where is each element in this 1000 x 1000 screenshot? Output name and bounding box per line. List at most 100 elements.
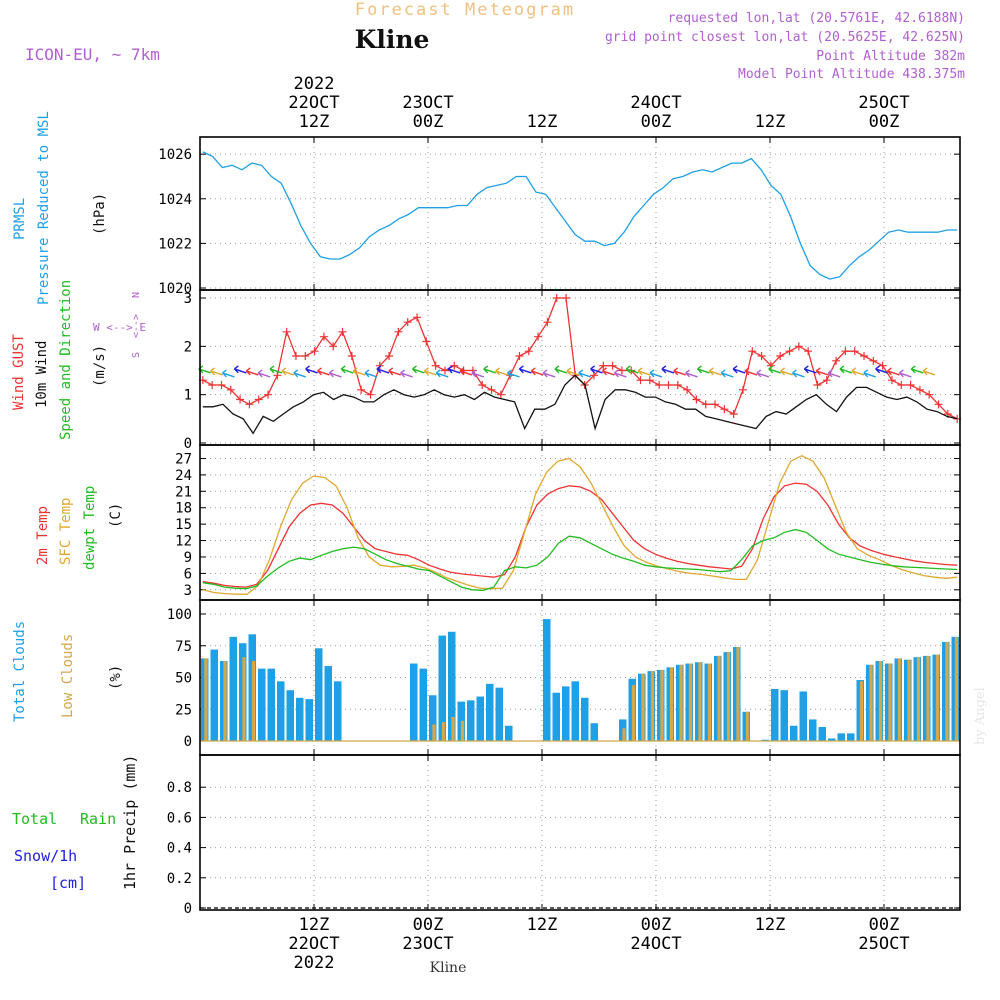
- gust-marker: [608, 361, 617, 370]
- ytick-label: 9: [184, 550, 192, 566]
- bar-total-cloud: [419, 668, 427, 741]
- wind-arrow: [471, 369, 485, 378]
- bar-low-cloud: [745, 711, 750, 741]
- wind-arrow: [412, 365, 425, 374]
- wind-arrow: [697, 365, 710, 374]
- wind-arrow: [447, 365, 461, 374]
- bar-total-cloud: [334, 681, 342, 741]
- wind-arrow: [602, 367, 615, 376]
- compass-we: W <--> E: [93, 321, 146, 334]
- cloud-labels: Total Clouds Low Clouds (%): [12, 621, 124, 722]
- gust-marker: [431, 361, 440, 370]
- wind-arrow: [744, 367, 758, 376]
- wind-arrow: [400, 369, 413, 378]
- time-label: 25OCT: [858, 93, 909, 113]
- ytick-label: 75: [175, 639, 192, 655]
- gust-marker: [273, 371, 282, 380]
- wind10m-label: 10m Wind: [34, 341, 50, 408]
- panel-wind: 0 1 2 3: [184, 289, 962, 452]
- time-label: 12Z: [299, 112, 330, 132]
- gust-marker: [794, 342, 803, 351]
- wind-arrow: [340, 365, 354, 374]
- bar-low-cloud: [954, 636, 959, 741]
- bar-low-cloud: [622, 728, 626, 741]
- bar-low-cloud: [660, 669, 664, 741]
- bar-total-cloud: [429, 695, 437, 741]
- wind-arrow: [305, 365, 318, 374]
- time-label: 00Z: [869, 112, 900, 132]
- bar-low-cloud: [878, 660, 883, 741]
- gust-marker: [683, 385, 692, 394]
- gust-marker: [534, 332, 543, 341]
- bar-low-cloud: [945, 641, 949, 741]
- ytick-label: 0: [184, 436, 192, 452]
- gust-marker: [329, 342, 338, 351]
- bar-total-cloud: [761, 739, 769, 741]
- gust-marker: [543, 318, 552, 327]
- gust-marker: [217, 381, 226, 389]
- model-altitude: Model Point Altitude 438.375m: [738, 67, 965, 82]
- gust-marker: [562, 294, 571, 302]
- gust-marker: [673, 381, 682, 389]
- gust-marker: [236, 395, 245, 404]
- panels: 1020102210241026012336912151821242702550…: [158, 136, 962, 917]
- gust-marker: [711, 400, 720, 409]
- bar-total-cloud: [258, 668, 266, 741]
- dewpt-label: dewpt Temp: [82, 486, 98, 570]
- wind-arrow: [922, 367, 936, 376]
- panel-pressure: 1020 1022 1024 1026: [158, 136, 961, 297]
- time-label: 24OCT: [630, 93, 681, 113]
- bar-total-cloud: [543, 619, 551, 741]
- tsfc-label: SFC Temp: [58, 498, 74, 565]
- snow-label: Snow/1h: [14, 847, 77, 865]
- bar-low-cloud: [869, 664, 873, 741]
- bar-low-cloud: [242, 657, 246, 741]
- t2m-label: 2m Temp: [35, 506, 51, 565]
- wind-arrow: [423, 367, 437, 376]
- gust-marker: [496, 390, 505, 399]
- pressure-msl-label: Pressure Reduced to MSL: [36, 111, 52, 305]
- bar-low-cloud: [460, 720, 465, 741]
- location-title: Kline: [355, 25, 430, 54]
- ytick-label: 50: [175, 671, 192, 687]
- wind-arrow: [708, 367, 722, 376]
- series-pressure: [202, 151, 958, 280]
- gust-marker: [617, 366, 626, 375]
- bar-low-cloud: [916, 657, 921, 741]
- bar-total-cloud: [818, 727, 826, 741]
- wind-arrow: [222, 369, 235, 378]
- series-tsfc: [202, 454, 958, 595]
- pressure-unit: (hPa): [92, 193, 108, 235]
- wind-arrow: [875, 365, 888, 374]
- bar-total-cloud: [315, 648, 323, 741]
- ytick-label: 1022: [158, 236, 192, 252]
- bar-total-cloud: [438, 635, 446, 741]
- gust-marker: [887, 376, 896, 385]
- gust-marker: [636, 376, 645, 385]
- ytick-label: 24: [175, 468, 192, 484]
- gust-marker: [478, 381, 487, 389]
- bar-total-cloud: [210, 649, 218, 741]
- bar-low-cloud: [726, 652, 731, 741]
- time-label: 00Z: [413, 112, 444, 132]
- bar-low-cloud: [897, 658, 902, 741]
- gust-marker: [552, 294, 561, 302]
- bar-total-cloud: [467, 700, 475, 741]
- time-label: 00Z: [641, 915, 672, 935]
- bar-low-cloud: [432, 724, 436, 741]
- wind-arrow: [542, 369, 556, 378]
- ytick-label: 18: [175, 501, 192, 517]
- total-label: Total: [12, 810, 57, 828]
- wind-arrow: [839, 365, 853, 374]
- gust-marker: [310, 347, 319, 356]
- ytick-label: 0.6: [167, 810, 192, 826]
- ytick-label: 0: [184, 734, 192, 750]
- bar-total-cloud: [486, 683, 494, 741]
- series-wind: [202, 374, 958, 435]
- wind-arrow: [328, 369, 342, 378]
- compass-n: N: [131, 292, 142, 298]
- gust-marker: [440, 366, 449, 375]
- bar-low-cloud: [926, 655, 930, 741]
